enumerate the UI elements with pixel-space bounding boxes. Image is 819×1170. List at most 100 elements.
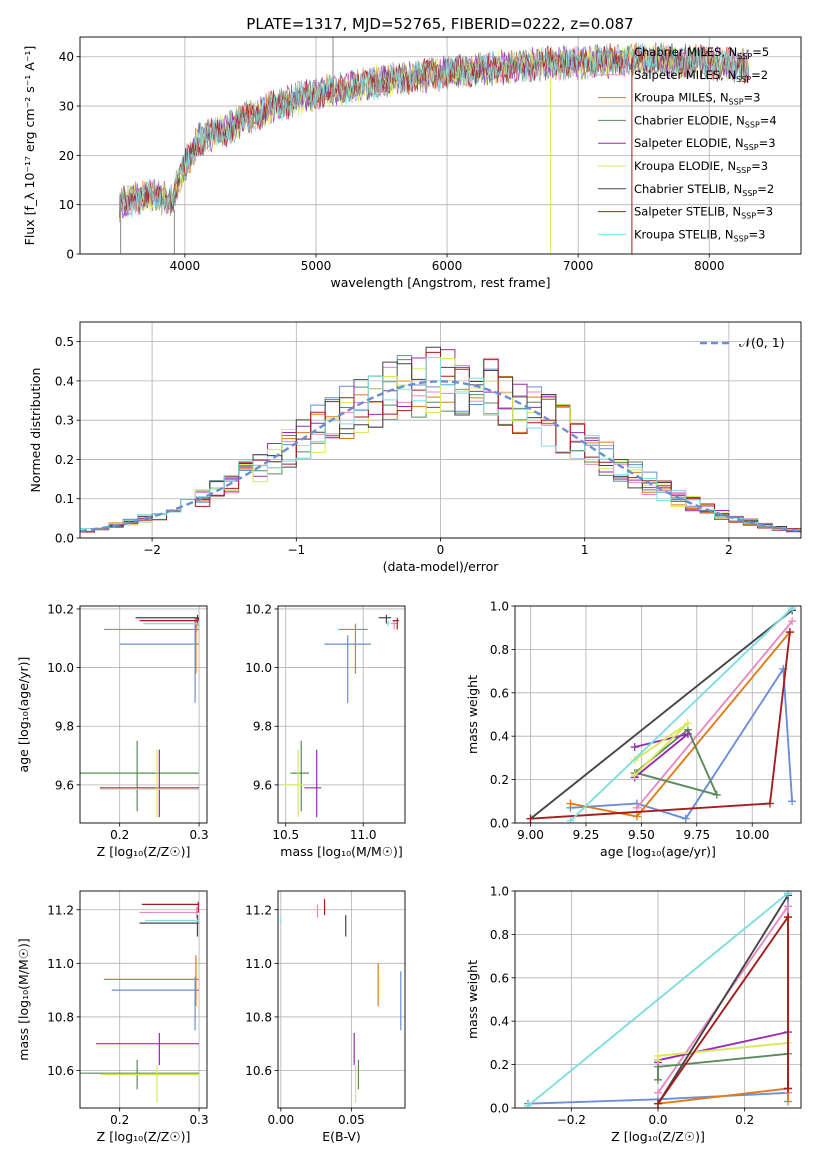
legend-tail: =3 (759, 136, 776, 150)
y-tick-label: 10.8 (245, 1010, 272, 1024)
weight-line (657, 894, 789, 1105)
y-tick-label: 0.4 (55, 374, 74, 388)
y-tick-label: 10.2 (47, 602, 74, 616)
legend-tail: =4 (760, 113, 777, 127)
x-axis-label: Z [log₁₀(Z/Z☉)] (97, 1129, 191, 1144)
x-axis-label: Z [log₁₀(Z/Z☉)] (611, 1129, 705, 1144)
ticks: 0.2 0.3 10.6 10.8 11.0 11.2 (47, 903, 208, 1127)
errorbar-point-chabrier_miles (111, 976, 200, 1031)
x-tick-label: 0.2 (735, 1113, 754, 1127)
y-tick-label: 11.2 (245, 903, 272, 917)
legend-subscript: SSP (736, 75, 751, 84)
y-tick-label: 10.2 (245, 602, 272, 616)
x-tick-label: −1 (287, 543, 305, 557)
grid (278, 606, 405, 823)
ticks: 10.5 11.0 9.6 9.8 10.0 10.2 (245, 602, 376, 842)
weight-series-chabrier_stelib (654, 891, 792, 1108)
y-tick-label: 10 (59, 198, 74, 212)
y-tick-label: 11.0 (245, 957, 272, 971)
weight-series-salpeter_miles (632, 617, 797, 812)
errorbar-point-chabrier_stelib (378, 614, 392, 624)
axes-frame (79, 605, 208, 824)
errorbar-point-salpeter_elodie (95, 1032, 200, 1066)
errorbar-point-chabrier_elodie (80, 740, 200, 812)
errorbar-point-chabrier_miles (119, 617, 200, 703)
weight-series-kroupa_elodie (630, 719, 692, 780)
x-tick-label: 4000 (170, 259, 201, 273)
plot-area (280, 899, 402, 1103)
errorbar-point-salpeter_elodie (99, 749, 200, 818)
axes-frame (514, 605, 802, 824)
x-tick-label: 0.00 (267, 1113, 294, 1127)
y-tick-label: 0.2 (490, 773, 509, 787)
y-tick-label: 10.0 (47, 661, 74, 675)
x-tick-label: 2 (725, 543, 733, 557)
ticks: 9.00 9.25 9.50 9.75 10.00 0.0 0.2 0.4 0.6 0.8 1.0 (490, 600, 769, 843)
legend-label-chabrier_stelib: Chabrier STELIB, NSSP=2 (634, 182, 774, 198)
y-tick-label: 20 (59, 149, 74, 163)
x-tick-label: 9.00 (517, 828, 544, 842)
y-tick-label: 0.8 (490, 643, 509, 657)
x-tick-label: 0 (437, 543, 445, 557)
weight-marker (784, 891, 792, 898)
legend-label-normal: 𝒩(0, 1) (739, 335, 785, 350)
weight-marker (566, 799, 575, 808)
weight-marker (784, 1084, 792, 1093)
grid (80, 891, 207, 1108)
age-vs-mass-panel: 10.5 11.0 9.6 9.8 10.0 10.2 mass [log₁₀(M/M☉)] (245, 602, 406, 859)
y-tick-label: 9.6 (253, 778, 272, 792)
ticks: −2 −1 0 1 2 0.0 0.1 0.2 0.3 0.4 0.5 (55, 335, 733, 557)
weight-marker (681, 814, 690, 823)
legend-text: Kroupa STELIB, N (634, 227, 734, 241)
plot-area (118, 37, 749, 254)
errorbar-point-salpeter_miles (391, 620, 398, 630)
weight-marker (785, 628, 794, 637)
y-tick-label: 0.6 (490, 971, 509, 985)
x-tick-label: 7000 (563, 259, 594, 273)
errorbar-point-chabrier_stelib (139, 915, 200, 937)
grid (80, 606, 207, 823)
weight-line (570, 665, 794, 820)
legend-subscript: SSP (741, 212, 756, 221)
y-tick-label: 9.6 (55, 778, 74, 792)
errorbar-point-kroupa_miles (103, 955, 200, 1007)
legend-subscript: SSP (744, 143, 759, 152)
y-tick-label: 0.6 (490, 686, 509, 700)
spectrum-line-salpeter_stelib (118, 43, 749, 215)
y-tick-label: 1.0 (490, 885, 509, 899)
weight-marker (784, 913, 792, 922)
legend-subscript: SSP (745, 120, 760, 129)
y-tick-label: 0.0 (490, 817, 509, 831)
axes-frame (79, 36, 802, 255)
y-tick-label: 0.4 (490, 730, 509, 744)
legend-text: Chabrier ELODIE, N (634, 113, 745, 127)
x-axis-label: E(B-V) (322, 1129, 361, 1144)
ticks: 0.2 0.3 9.6 9.8 10.0 10.2 (47, 602, 208, 842)
y-tick-label: 40 (59, 50, 74, 64)
weight-marker (788, 617, 797, 626)
weight-marker (784, 902, 792, 911)
weight-marker (788, 797, 797, 806)
errorbar-point-salpeter_miles (139, 907, 200, 918)
plot-area (80, 901, 200, 1103)
weight-line (529, 609, 793, 820)
age-vs-metallicity-panel: 0.2 0.3 9.6 9.8 10.0 10.2 Z [log₁₀(Z/Z☉)] age [… (16, 602, 209, 859)
y-tick-label: 1.0 (490, 600, 509, 614)
weight-series-chabrier_stelib (526, 606, 797, 823)
legend-text: Kroupa ELODIE, N (634, 159, 736, 173)
legend-tail: =3 (756, 205, 773, 219)
weight-series-chabrier_miles (566, 664, 797, 823)
x-tick-label: 10.5 (272, 828, 299, 842)
ticks: 0.00 0.05 10.6 10.8 11.0 11.2 (245, 903, 364, 1127)
errorbar-point-salpeter_stelib (139, 617, 200, 627)
weight-line (657, 913, 789, 1105)
x-tick-label: 10.00 (735, 828, 769, 842)
weight-vs-metallicity-panel: −0.2 0.0 0.2 0.0 0.2 0.4 0.6 0.8 1.0 Z [log₁₀(Z/Z… (465, 885, 802, 1144)
y-tick-label: 10.8 (47, 1010, 74, 1024)
y-tick-label: 0.0 (490, 1102, 509, 1116)
x-tick-label: 5000 (301, 259, 332, 273)
weight-marker (765, 799, 774, 808)
x-axis-label: wavelength [Angstrom, rest frame] (330, 275, 550, 290)
legend-label-salpeter_stelib: Salpeter STELIB, NSSP=3 (634, 205, 773, 221)
axes-frame (79, 321, 802, 539)
